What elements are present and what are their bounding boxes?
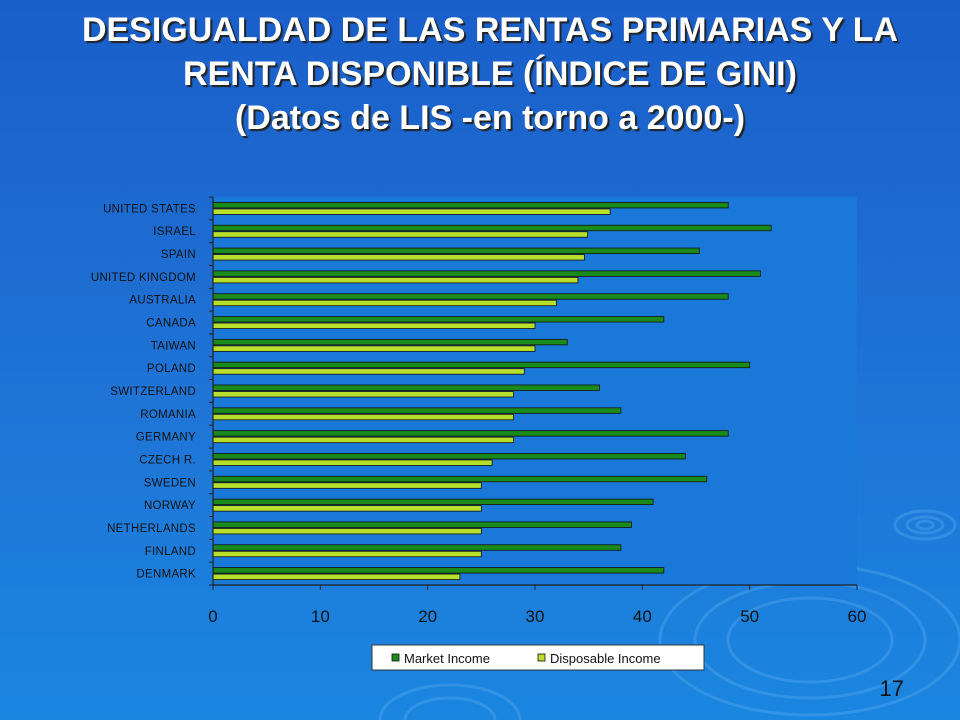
- bar-disposable-income-denmark: [212, 573, 461, 580]
- category-label-taiwan: TAIWAN: [151, 340, 196, 352]
- bar-disposable-income-united-kingdom: [212, 276, 579, 284]
- plot-area: [213, 197, 857, 585]
- legend: [371, 644, 705, 671]
- category-label-united-kingdom: UNITED KINGDOM: [91, 272, 196, 284]
- category-label-canada: CANADA: [146, 318, 196, 330]
- page-number: 17: [879, 676, 904, 701]
- category-label-switzerland: SWITZERLAND: [110, 386, 196, 398]
- x-tick-label-30: 30: [526, 607, 545, 626]
- category-label-czech-r: CZECH R.: [139, 454, 196, 466]
- bar-disposable-income-israel: [212, 231, 588, 238]
- bar-disposable-income-united-states: [212, 208, 611, 215]
- x-tick-label-40: 40: [633, 607, 652, 626]
- category-label-finland: FINLAND: [145, 546, 196, 558]
- bar-disposable-income-poland: [212, 368, 525, 375]
- title-line-1: DESIGUALDAD DE LAS RENTAS PRIMARIAS Y LA: [81, 11, 899, 49]
- category-label-australia: AUSTRALIA: [129, 295, 196, 307]
- title-line-2: RENTA DISPONIBLE (ÍNDICE DE GINI): [183, 55, 797, 93]
- bar-disposable-income-netherlands: [212, 528, 482, 535]
- category-label-spain: SPAIN: [161, 249, 196, 261]
- bar-disposable-income-sweden: [212, 482, 482, 489]
- bar-market-income-norway: [212, 498, 654, 506]
- category-label-denmark: DENMARK: [136, 569, 196, 581]
- bar-disposable-income-switzerland: [212, 391, 514, 398]
- bar-market-income-israel: [212, 224, 772, 232]
- bar-market-income-united-kingdom: [212, 270, 761, 277]
- bar-market-income-switzerland: [212, 384, 600, 391]
- bar-market-income-sweden: [212, 475, 708, 483]
- bar-market-income-netherlands: [212, 521, 633, 528]
- legend-label-market-income: Market Income: [404, 651, 490, 666]
- bar-market-income-romania: [212, 407, 622, 414]
- x-tick-label-50: 50: [740, 607, 759, 626]
- bar-disposable-income-taiwan: [212, 345, 536, 352]
- category-label-poland: POLAND: [147, 363, 196, 375]
- bar-market-income-australia: [212, 293, 729, 300]
- title-line-3: (Datos de LIS -en torno a 2000-): [234, 99, 746, 137]
- slide-title: DESIGUALDAD DE LAS RENTAS PRIMARIAS Y LA…: [20, 8, 960, 140]
- category-label-norway: NORWAY: [144, 500, 196, 512]
- category-label-united-states: UNITED STATES: [103, 203, 196, 215]
- bar-disposable-income-finland: [212, 550, 482, 558]
- bar-market-income-spain: [212, 247, 700, 254]
- bar-disposable-income-czech-r: [212, 459, 493, 466]
- category-label-israel: ISRAEL: [153, 226, 196, 238]
- legend-swatch-market-income: [391, 653, 400, 662]
- x-tick-label-10: 10: [311, 607, 330, 626]
- bar-market-income-germany: [212, 430, 729, 437]
- bar-disposable-income-canada: [212, 322, 536, 329]
- bar-market-income-taiwan: [212, 338, 568, 346]
- x-tick-label-0: 0: [208, 607, 217, 626]
- category-label-sweden: SWEDEN: [144, 477, 196, 489]
- bar-disposable-income-spain: [212, 254, 585, 261]
- x-tick-label-60: 60: [848, 607, 867, 626]
- bar-disposable-income-norway: [212, 505, 482, 512]
- bar-market-income-finland: [212, 544, 622, 551]
- category-label-germany: GERMANY: [136, 432, 196, 444]
- x-tick-label-20: 20: [418, 607, 437, 626]
- legend-swatch-disposable-income: [537, 653, 546, 662]
- bar-market-income-united-states: [212, 202, 729, 209]
- bar-market-income-canada: [212, 316, 665, 323]
- bar-market-income-czech-r: [212, 453, 686, 460]
- bar-disposable-income-australia: [212, 299, 557, 307]
- bar-market-income-denmark: [212, 567, 665, 574]
- bar-disposable-income-germany: [212, 436, 514, 444]
- category-label-netherlands: NETHERLANDS: [107, 523, 196, 535]
- bar-market-income-poland: [212, 361, 751, 369]
- category-label-romania: ROMANIA: [140, 409, 196, 421]
- bar-disposable-income-romania: [212, 413, 514, 421]
- legend-label-disposable-income: Disposable Income: [550, 651, 661, 666]
